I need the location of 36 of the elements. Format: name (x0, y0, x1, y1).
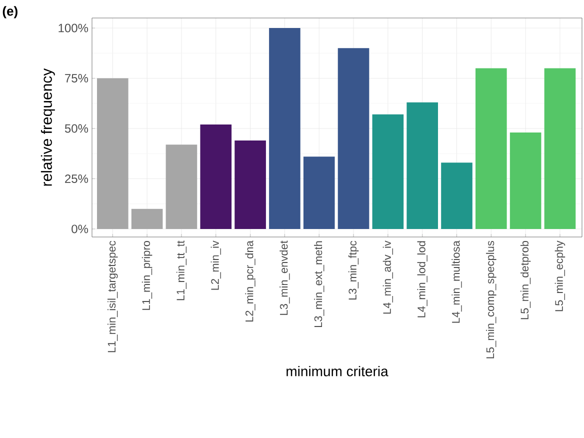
bar (406, 102, 438, 229)
bar (131, 208, 163, 229)
bar (200, 124, 232, 229)
x-tick-label: L2_min_pcr_dna (245, 240, 256, 322)
x-tick-label: L5_min_detprob (520, 241, 531, 320)
y-tick-label: 50% (64, 124, 88, 133)
y-tick-label: 100% (58, 24, 88, 32)
chart-title: (e) (2, 6, 18, 18)
bar (166, 144, 198, 229)
bar (372, 114, 404, 229)
bar (303, 156, 335, 229)
bar (441, 162, 472, 229)
y-tick-label: 75% (65, 74, 88, 82)
bar (96, 78, 128, 229)
x-tick-label: L3_min_ext_meth (314, 241, 324, 328)
x-tick-label: L5_min_comp_specplus (486, 240, 496, 358)
bar (269, 28, 300, 229)
bar (544, 68, 576, 229)
x-tick-label: L1_min_pripro (142, 241, 152, 310)
x-tick-label: L1_min_isil_targetspec (108, 240, 118, 352)
y-tick-label: 25% (65, 174, 88, 183)
y-tick-label: 0% (72, 224, 88, 234)
x-tick-label: L5_min_ecphy (554, 240, 566, 312)
x-tick-label: L4_min_multiosa (452, 240, 462, 323)
x-tick-label: L1_min_tt_tt (176, 240, 187, 300)
x-axis-title: minimum criteria (286, 366, 388, 376)
x-tick-label: L4_min_adv_iv (382, 240, 393, 314)
x-tick-label: L3_min_ftpc (348, 240, 359, 300)
bar (234, 140, 266, 229)
x-tick-label: L4_min_lod_lod (417, 241, 428, 318)
bar (338, 48, 370, 229)
bar (510, 132, 542, 229)
y-axis-title: relative frequency (40, 68, 55, 186)
x-tick-label: L2_min_iv (210, 240, 221, 290)
bar (476, 68, 507, 229)
x-tick-label: L3_min_envdet (280, 240, 290, 315)
